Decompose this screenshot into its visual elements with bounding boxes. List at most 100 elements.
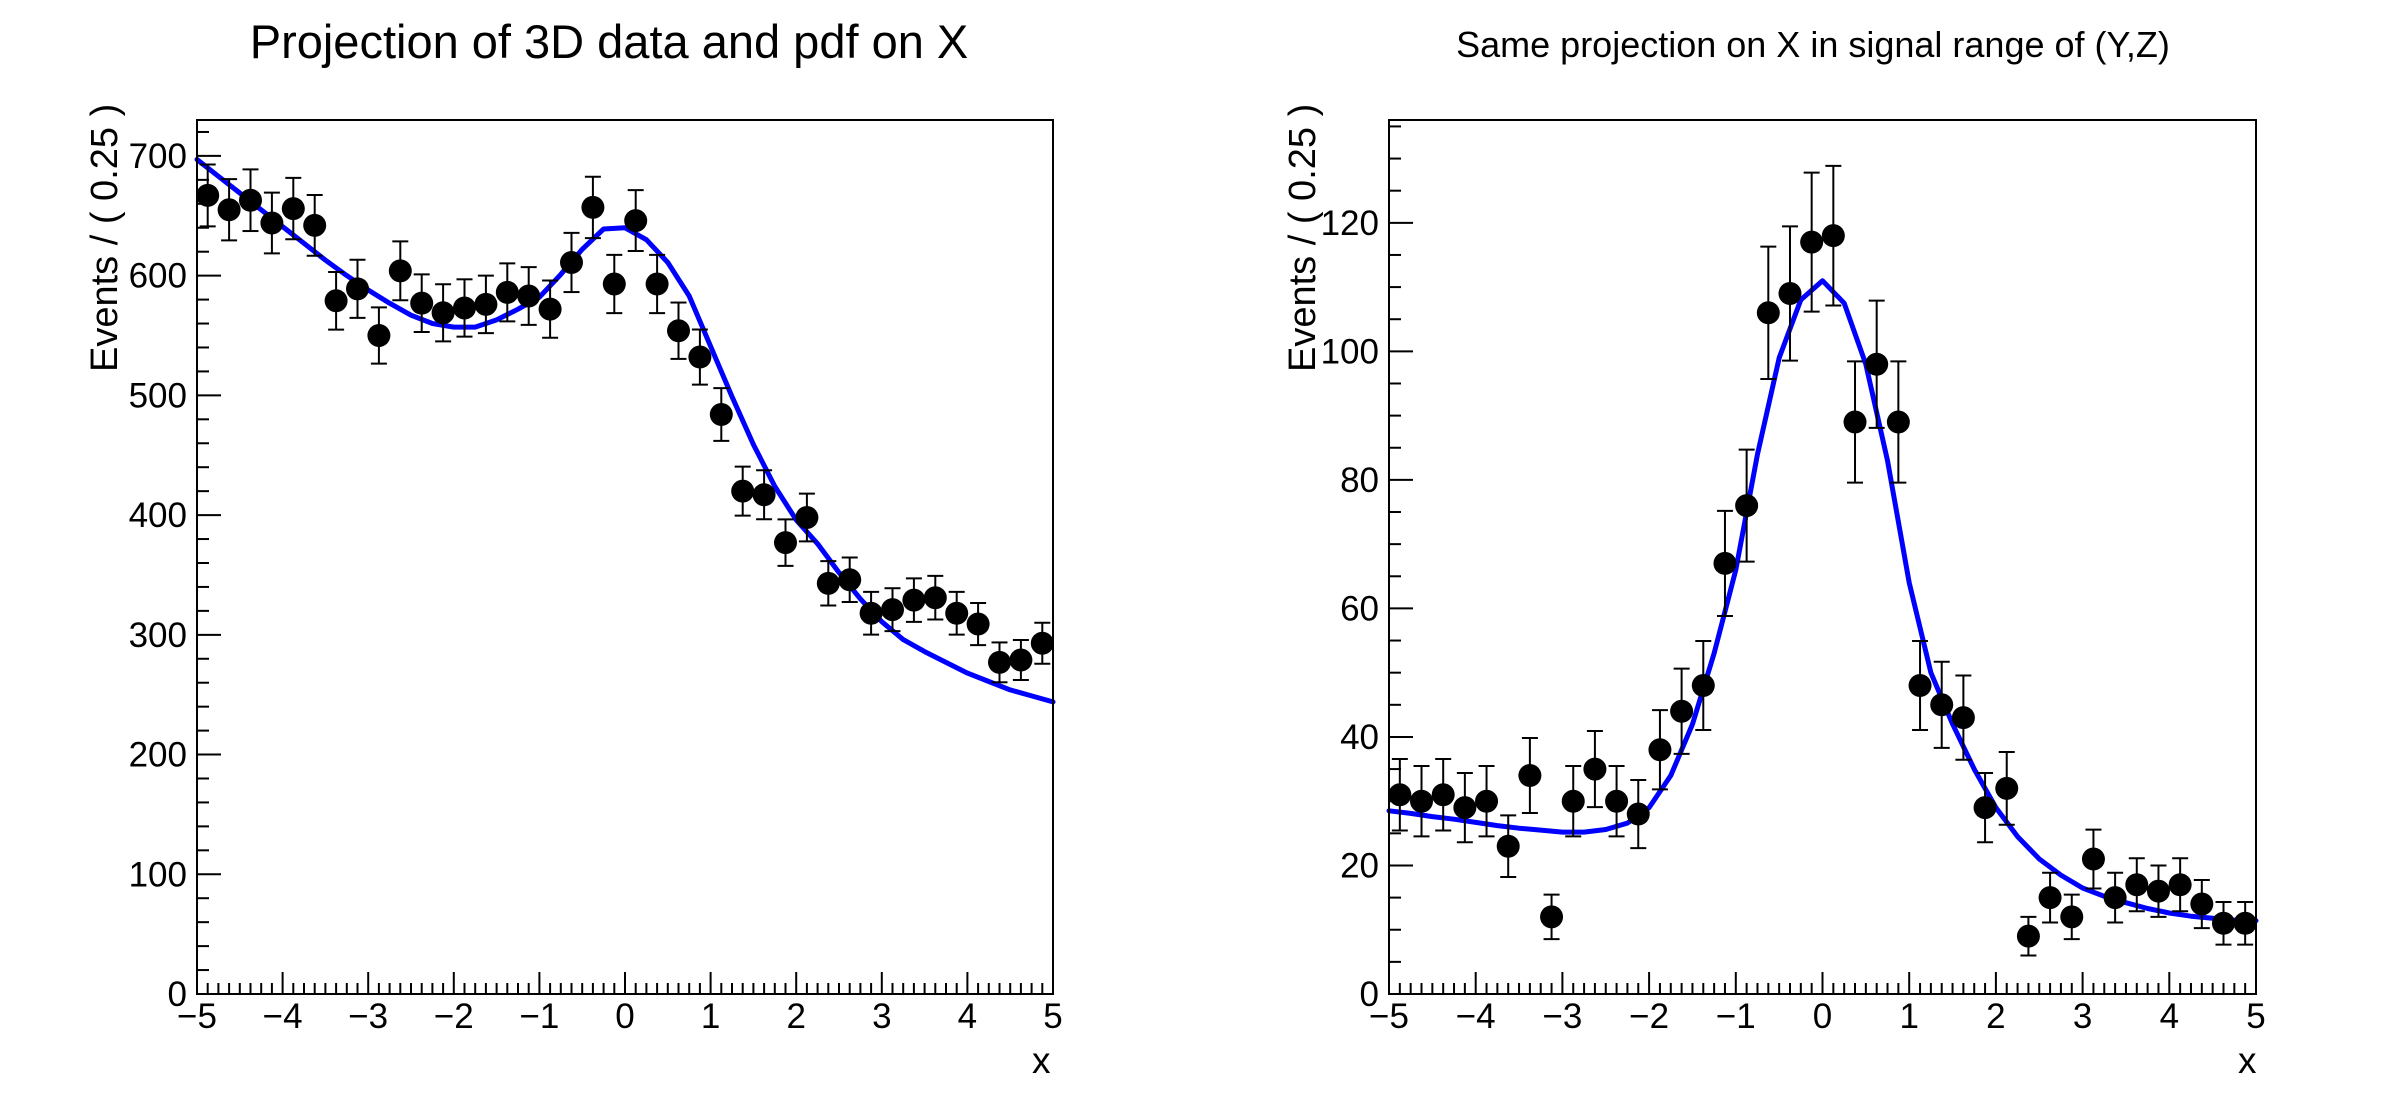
x-tick-label: −2 — [434, 997, 474, 1036]
data-point — [945, 601, 969, 625]
data-point — [1561, 789, 1585, 813]
y-tick-label: 40 — [1340, 718, 1379, 757]
data-point — [1886, 410, 1910, 434]
plot-frame — [196, 119, 1054, 995]
x-tick-label: 1 — [1899, 997, 1918, 1036]
y-tick-label: 80 — [1340, 461, 1379, 500]
y-tick-label: 400 — [129, 496, 187, 535]
data-point — [303, 213, 327, 237]
data-point — [517, 284, 541, 308]
x-tick-label: 2 — [786, 997, 805, 1036]
data-point — [346, 277, 369, 301]
data-point — [2190, 892, 2214, 916]
data-point — [2016, 924, 2040, 948]
data-point — [795, 505, 819, 529]
data-point — [581, 195, 605, 219]
data-point — [453, 296, 476, 320]
data-point — [645, 272, 669, 296]
x-tick-label: −2 — [1629, 997, 1669, 1036]
data-point — [602, 272, 626, 296]
data-point — [1800, 230, 1824, 254]
data-point — [474, 292, 498, 316]
data-point — [1691, 674, 1715, 698]
x-tick-label: 0 — [615, 997, 634, 1036]
data-point — [1843, 410, 1867, 434]
y-tick-label: 300 — [129, 616, 187, 655]
data-point — [2233, 911, 2257, 935]
x-tick-label: −5 — [1369, 997, 1409, 1036]
data-point — [1496, 834, 1520, 858]
data-point — [667, 319, 690, 343]
data-point — [1821, 224, 1845, 248]
right-pad: −5 −4 −3 −2 −1 0 1 2 3 4 5 0 20 40 60 80 100 120 — [1321, 119, 2266, 1036]
data-point — [1583, 757, 1607, 781]
x-tick-label: 5 — [1043, 997, 1062, 1036]
data-point — [1030, 631, 1054, 655]
y-tick-label: 500 — [129, 376, 187, 415]
y-tick-label: 100 — [129, 855, 187, 894]
data-point — [1431, 783, 1455, 807]
data-point — [196, 183, 220, 207]
data-point — [367, 324, 391, 348]
y-tick-label: 0 — [168, 975, 187, 1014]
data-point — [388, 259, 412, 283]
data-point — [859, 601, 883, 625]
data-point — [1973, 796, 1997, 820]
x-tick-label: −4 — [1456, 997, 1496, 1036]
data-point — [1605, 789, 1629, 813]
data-point — [1453, 796, 1477, 820]
data-point — [1951, 706, 1975, 730]
data-point — [731, 479, 755, 503]
x-tick-label: 4 — [958, 997, 977, 1036]
data-point — [1540, 905, 1564, 929]
data-point — [1930, 693, 1954, 717]
data-point — [1475, 789, 1499, 813]
data-point — [988, 650, 1011, 674]
data-point — [688, 345, 712, 369]
y-tick-label: 600 — [129, 257, 187, 296]
y-tick-label: 200 — [129, 736, 187, 775]
data-point — [2168, 873, 2192, 897]
data-point — [239, 188, 262, 212]
left-pad: −5 −4 −3 −2 −1 0 1 2 3 4 5 0 100 200 300 400 500 600 700 — [129, 119, 1063, 1036]
data-point — [324, 289, 348, 313]
x-tick-label: −5 — [177, 997, 217, 1036]
fit-curve — [194, 157, 1056, 705]
x-tick-label: 3 — [872, 997, 891, 1036]
data-point — [923, 586, 947, 610]
y-tick-label: 0 — [1360, 975, 1379, 1014]
data-point — [816, 571, 840, 595]
data-point — [1626, 802, 1650, 826]
data-point — [560, 250, 583, 274]
y-tick-label: 60 — [1340, 589, 1379, 628]
data-point — [1670, 699, 1694, 723]
y-tick-label: 100 — [1321, 332, 1379, 371]
x-tick-label: 5 — [2246, 997, 2265, 1036]
left-y-axis-title: Events / ( 0.25 ) — [84, 103, 126, 372]
fit-curve — [1386, 278, 2259, 924]
data-point — [1995, 776, 2019, 800]
x-tick-label: −1 — [1716, 997, 1756, 1036]
data-point — [1410, 789, 1434, 813]
x-tick-label: −1 — [519, 997, 559, 1036]
data-point — [2146, 879, 2170, 903]
data-point — [838, 568, 862, 592]
data-point — [1388, 783, 1412, 807]
data-point — [752, 483, 776, 507]
data-point — [538, 297, 562, 321]
data-point — [1009, 648, 1033, 672]
data-point — [410, 291, 434, 315]
y-tick-label: 120 — [1321, 204, 1379, 243]
plot-frame — [1388, 119, 2257, 995]
x-tick-label: 1 — [701, 997, 720, 1036]
data-point — [260, 211, 284, 235]
data-point — [624, 209, 648, 233]
right-chart-title: Same projection on X in signal range of … — [1456, 24, 2170, 65]
x-tick-label: 3 — [2073, 997, 2092, 1036]
data-point — [902, 588, 926, 612]
y-tick-label: 20 — [1340, 846, 1379, 885]
data-point — [2211, 911, 2235, 935]
left-chart-title: Projection of 3D data and pdf on X — [249, 15, 969, 68]
